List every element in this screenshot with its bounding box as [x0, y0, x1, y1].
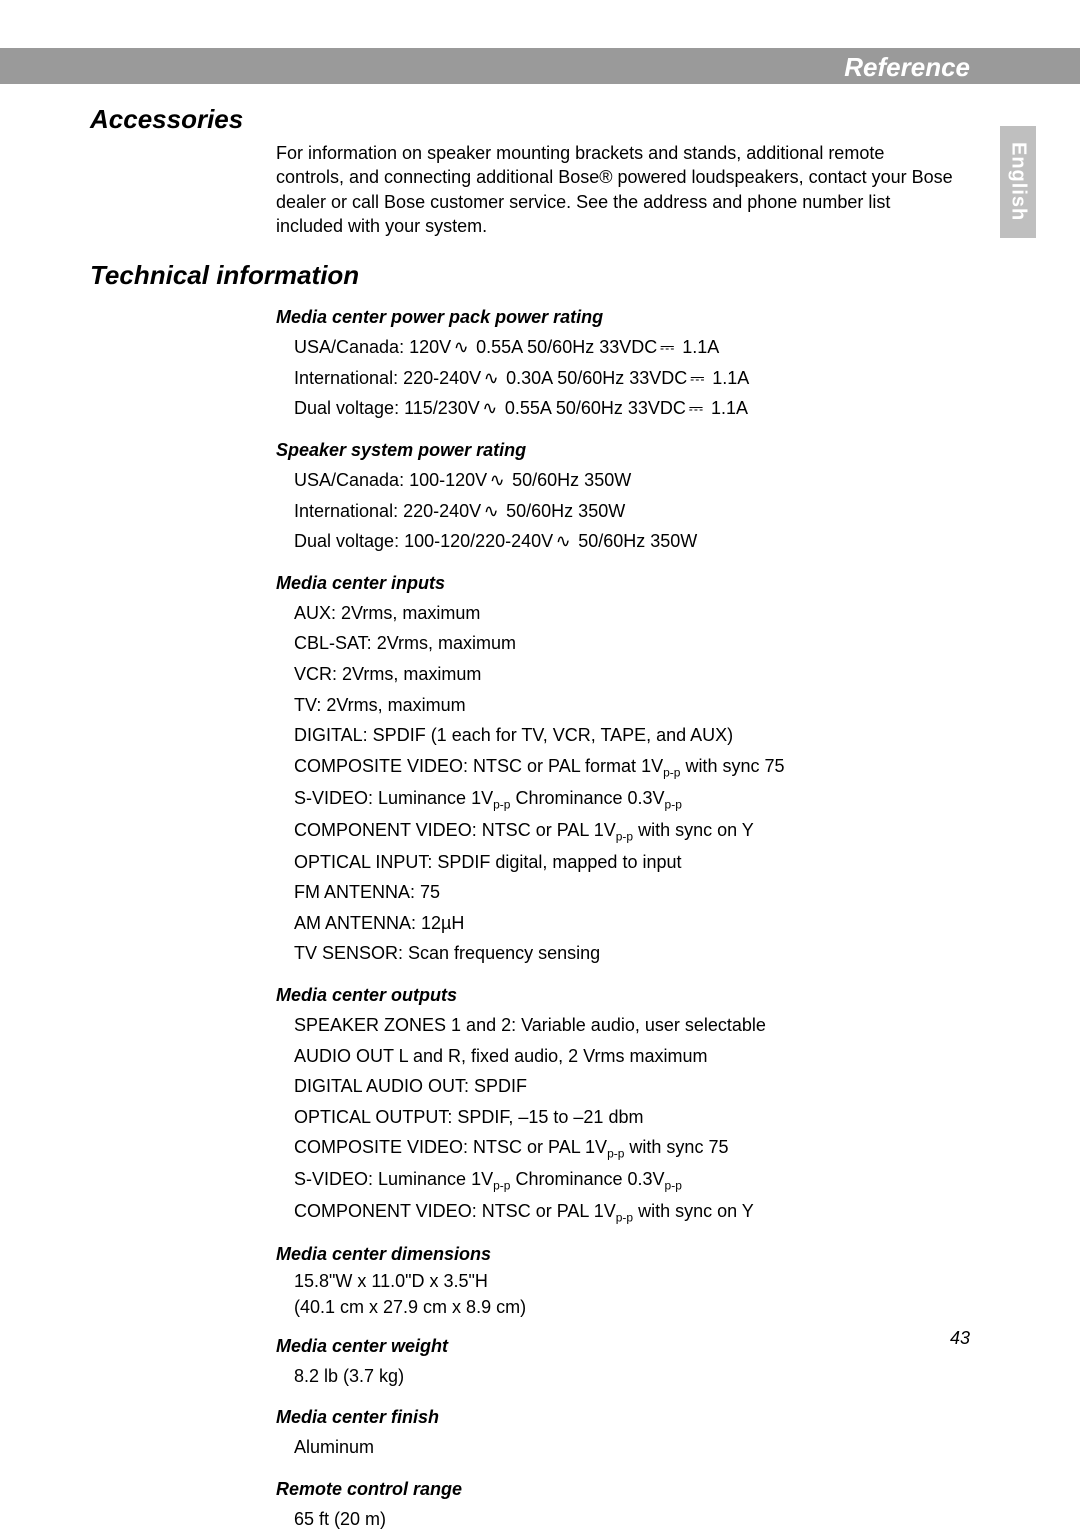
inputs-line: AM ANTENNA: 12µH: [294, 908, 970, 939]
inputs-line: TV: 2Vrms, maximum: [294, 690, 970, 721]
subscript: p-p: [616, 1211, 633, 1225]
remote-line: 65 ft (20 m): [294, 1504, 970, 1535]
ac-symbol-icon: ∿: [481, 496, 501, 527]
language-tab: English: [1000, 126, 1036, 238]
content: Accessories For information on speaker m…: [90, 92, 970, 1535]
subscript: p-p: [616, 829, 633, 843]
ac-symbol-icon: ∿: [451, 332, 471, 363]
outputs-line: COMPOSITE VIDEO: NTSC or PAL 1Vp-p with …: [294, 1132, 970, 1164]
ac-symbol-icon: ∿: [481, 363, 501, 394]
page: Reference English Accessories For inform…: [0, 0, 1080, 1397]
technical-body: Media center power pack power rating USA/…: [90, 307, 970, 1534]
outputs-line: S-VIDEO: Luminance 1Vp-p Chrominance 0.3…: [294, 1164, 970, 1196]
inputs-line: DIGITAL: SPDIF (1 each for TV, VCR, TAPE…: [294, 720, 970, 751]
ac-symbol-icon: ∿: [553, 526, 573, 557]
power_pack-line: Dual voltage: 115/230V∿ 0.55A 50/60Hz 33…: [294, 393, 970, 424]
subscript: p-p: [493, 1179, 510, 1193]
dimensions-line: (40.1 cm x 27.9 cm x 8.9 cm): [294, 1295, 970, 1320]
subscript: p-p: [493, 797, 510, 811]
speaker_power-line: International: 220-240V∿ 50/60Hz 350W: [294, 496, 970, 527]
speaker_power-title: Speaker system power rating: [276, 440, 970, 461]
outputs-line: DIGITAL AUDIO OUT: SPDIF: [294, 1071, 970, 1102]
power_pack-line: USA/Canada: 120V∿ 0.55A 50/60Hz 33VDC⎓ 1…: [294, 332, 970, 363]
inputs-line: COMPONENT VIDEO: NTSC or PAL 1Vp-p with …: [294, 815, 970, 847]
page-number: 43: [950, 1328, 970, 1349]
inputs-line: COMPOSITE VIDEO: NTSC or PAL format 1Vp-…: [294, 751, 970, 783]
dc-symbol-icon: ⎓: [687, 363, 707, 394]
dc-symbol-icon: ⎓: [657, 332, 677, 363]
inputs-line: CBL-SAT: 2Vrms, maximum: [294, 628, 970, 659]
speaker_power-line: USA/Canada: 100-120V∿ 50/60Hz 350W: [294, 465, 970, 496]
dc-symbol-icon: ⎓: [686, 393, 706, 424]
ac-symbol-icon: ∿: [487, 465, 507, 496]
ac-symbol-icon: ∿: [480, 393, 500, 424]
technical-title: Technical information: [90, 260, 970, 291]
inputs-line: OPTICAL INPUT: SPDIF digital, mapped to …: [294, 847, 970, 878]
remote-title: Remote control range: [276, 1479, 970, 1500]
header-reference: Reference: [844, 52, 970, 83]
inputs-line: FM ANTENNA: 75: [294, 877, 970, 908]
accessories-paragraph: For information on speaker mounting brac…: [276, 141, 956, 238]
outputs-title: Media center outputs: [276, 985, 970, 1006]
power_pack-line: International: 220-240V∿ 0.30A 50/60Hz 3…: [294, 363, 970, 394]
power_pack-title: Media center power pack power rating: [276, 307, 970, 328]
subscript: p-p: [665, 1179, 682, 1193]
inputs-line: AUX: 2Vrms, maximum: [294, 598, 970, 629]
header-bar: Reference: [0, 48, 1080, 84]
speaker_power-line: Dual voltage: 100-120/220-240V∿ 50/60Hz …: [294, 526, 970, 557]
finish-title: Media center finish: [276, 1407, 970, 1428]
inputs-line: TV SENSOR: Scan frequency sensing: [294, 938, 970, 969]
subscript: p-p: [607, 1147, 624, 1161]
dimensions-line: 15.8"W x 11.0"D x 3.5"H: [294, 1269, 970, 1294]
weight-title: Media center weight: [276, 1336, 970, 1357]
language-tab-label: English: [1007, 142, 1030, 221]
inputs-title: Media center inputs: [276, 573, 970, 594]
subscript: p-p: [665, 797, 682, 811]
accessories-title: Accessories: [90, 104, 970, 135]
outputs-line: COMPONENT VIDEO: NTSC or PAL 1Vp-p with …: [294, 1196, 970, 1228]
outputs-line: OPTICAL OUTPUT: SPDIF, –15 to –21 dbm: [294, 1102, 970, 1133]
subscript: p-p: [663, 765, 680, 779]
outputs-line: SPEAKER ZONES 1 and 2: Variable audio, u…: [294, 1010, 970, 1041]
inputs-line: VCR: 2Vrms, maximum: [294, 659, 970, 690]
finish-line: Aluminum: [294, 1432, 970, 1463]
inputs-line: S-VIDEO: Luminance 1Vp-p Chrominance 0.3…: [294, 783, 970, 815]
weight-line: 8.2 lb (3.7 kg): [294, 1361, 970, 1392]
dimensions-title: Media center dimensions: [276, 1244, 970, 1265]
outputs-line: AUDIO OUT L and R, fixed audio, 2 Vrms m…: [294, 1041, 970, 1072]
